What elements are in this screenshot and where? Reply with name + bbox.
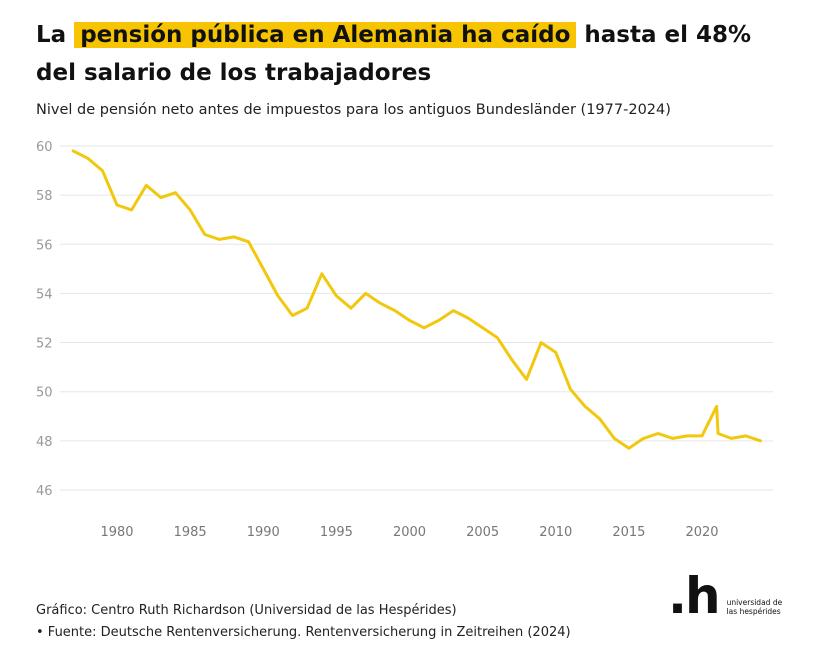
y-tick-label: 56 <box>36 238 53 253</box>
chart-credit: Gráfico: Centro Ruth Richardson (Univers… <box>36 603 457 618</box>
y-tick-label: 48 <box>36 435 53 450</box>
x-tick-label: 2010 <box>539 525 572 540</box>
title-post: hasta el 48% del salario de los trabajad… <box>36 22 752 86</box>
x-tick-label: 1995 <box>320 525 353 540</box>
university-logo: .h universidad de las hespérides <box>668 567 787 625</box>
logo-text: universidad de las hespérides <box>726 598 783 616</box>
x-tick-label: 1980 <box>100 525 133 540</box>
chart-subtitle: Nivel de pensión neto antes de impuestos… <box>36 102 671 118</box>
title-highlight: pensión pública en Alemania ha caído <box>74 22 577 48</box>
y-tick-label: 54 <box>36 287 53 302</box>
y-tick-label: 58 <box>36 189 53 204</box>
line-chart: 46 48 50 52 54 56 58 60 1980 1985 1990 1995 2000 2005… <box>36 140 773 540</box>
x-tick-label: 1985 <box>174 525 207 540</box>
y-tick-label: 46 <box>36 484 53 499</box>
logo-mark: .h <box>668 567 721 625</box>
x-tick-label: 2000 <box>393 525 426 540</box>
chart-source: • Fuente: Deutsche Rentenversicherung. R… <box>36 625 571 640</box>
x-tick-label: 1990 <box>247 525 280 540</box>
chart-title: La pensión pública en Alemania ha caído … <box>36 16 796 92</box>
y-tick-label: 52 <box>36 337 53 352</box>
y-tick-label: 50 <box>36 386 53 401</box>
y-tick-label: 60 <box>36 140 53 155</box>
title-pre: La <box>36 22 67 48</box>
x-tick-label: 2015 <box>612 525 645 540</box>
x-tick-label: 2020 <box>685 525 718 540</box>
x-tick-label: 2005 <box>466 525 499 540</box>
